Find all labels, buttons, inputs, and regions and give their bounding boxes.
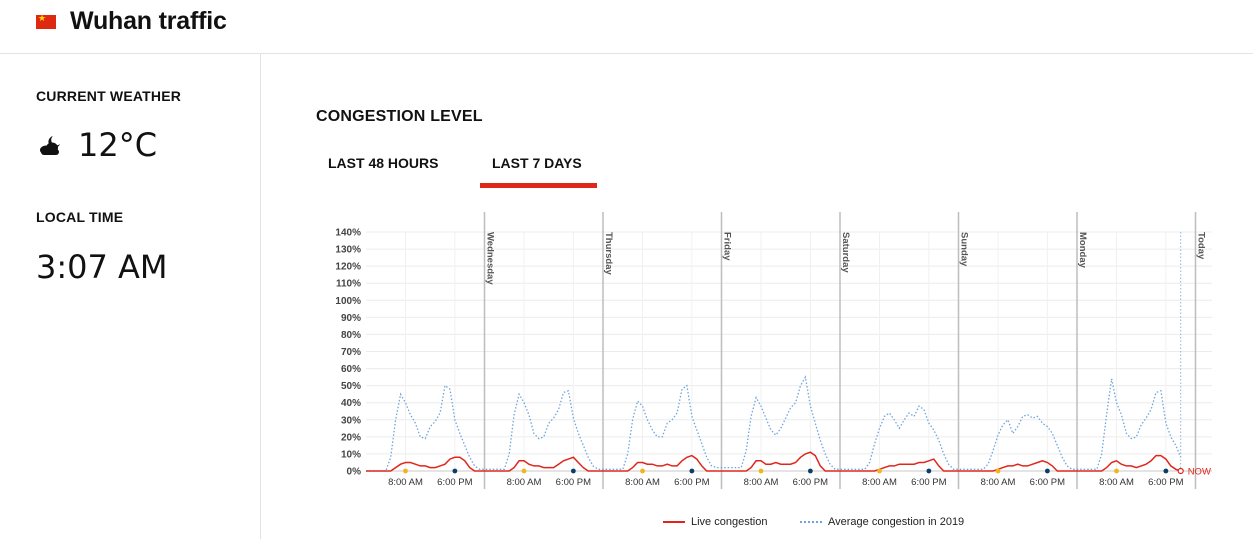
time-marker-dot xyxy=(995,468,1001,474)
legend-average-label: Average congestion in 2019 xyxy=(828,516,965,528)
y-tick-label: 70% xyxy=(341,347,361,358)
y-tick-label: 100% xyxy=(335,296,361,307)
legend-live: Live congestion xyxy=(663,516,767,528)
legend-live-label: Live congestion xyxy=(691,516,768,528)
temperature-value: 12°C xyxy=(78,126,158,164)
legend-average-swatch xyxy=(800,521,822,523)
day-label: Wednesday xyxy=(485,232,496,285)
tab-last-7-days[interactable]: LAST 7 DAYS xyxy=(492,155,582,171)
time-marker-dot xyxy=(926,468,932,474)
x-tick-label: 8:00 AM xyxy=(625,477,660,488)
now-label: NOW xyxy=(1188,467,1211,478)
local-time-label: LOCAL TIME xyxy=(36,209,124,225)
page-header: ★ Wuhan traffic xyxy=(0,0,1253,54)
current-weather-label: CURRENT WEATHER xyxy=(36,88,182,104)
y-tick-label: 0% xyxy=(347,467,362,478)
x-tick-label: 6:00 PM xyxy=(437,477,472,488)
y-tick-label: 20% xyxy=(341,432,361,443)
congestion-level-title: CONGESTION LEVEL xyxy=(316,108,483,125)
live-congestion-line xyxy=(366,451,1181,472)
time-marker-dot xyxy=(570,468,576,474)
y-tick-label: 80% xyxy=(341,330,361,341)
weather-row: 12°C xyxy=(38,126,157,164)
active-tab-indicator xyxy=(480,183,597,188)
local-time-value: 3:07 AM xyxy=(36,248,168,286)
y-tick-label: 50% xyxy=(341,381,361,392)
day-label: Monday xyxy=(1077,232,1088,269)
sidebar xyxy=(0,54,261,539)
day-label: Sunday xyxy=(959,232,970,267)
time-marker-dot xyxy=(689,468,695,474)
time-marker-dot xyxy=(807,468,813,474)
tab-last-48-hours[interactable]: LAST 48 HOURS xyxy=(328,155,439,171)
x-tick-label: 6:00 PM xyxy=(674,477,709,488)
x-tick-label: 8:00 AM xyxy=(862,477,897,488)
x-tick-label: 8:00 AM xyxy=(1099,477,1134,488)
y-tick-label: 40% xyxy=(341,398,361,409)
y-tick-label: 110% xyxy=(336,279,361,290)
x-tick-label: 6:00 PM xyxy=(1148,477,1183,488)
time-marker-dot xyxy=(521,468,527,474)
day-label: Friday xyxy=(722,232,733,261)
y-tick-label: 130% xyxy=(335,245,361,256)
legend-average: Average congestion in 2019 xyxy=(800,516,964,528)
y-tick-label: 140% xyxy=(335,228,361,239)
x-tick-label: 8:00 AM xyxy=(744,477,779,488)
x-tick-label: 8:00 AM xyxy=(981,477,1016,488)
x-tick-label: 6:00 PM xyxy=(793,477,828,488)
y-tick-label: 10% xyxy=(341,449,361,460)
now-dot xyxy=(1177,467,1184,475)
x-tick-label: 6:00 PM xyxy=(1030,477,1065,488)
x-tick-label: 8:00 AM xyxy=(507,477,542,488)
y-tick-label: 60% xyxy=(341,364,361,375)
day-label: Today xyxy=(1196,232,1207,260)
day-label: Thursday xyxy=(603,232,614,275)
time-marker-dot xyxy=(1114,468,1119,474)
china-flag-icon: ★ xyxy=(36,14,56,29)
page-title: Wuhan traffic xyxy=(70,7,227,35)
y-tick-label: 30% xyxy=(341,415,361,426)
time-marker-dot xyxy=(758,468,764,474)
time-marker-dot xyxy=(877,468,882,474)
day-label: Saturday xyxy=(840,232,851,273)
x-tick-label: 6:00 PM xyxy=(911,477,946,488)
time-marker-dot xyxy=(1044,468,1050,474)
time-marker-dot xyxy=(1163,468,1169,474)
cloud-moon-icon xyxy=(40,136,60,155)
legend-live-swatch xyxy=(663,521,685,523)
average-congestion-line xyxy=(366,375,1182,472)
y-tick-label: 90% xyxy=(341,313,361,324)
time-marker-dot xyxy=(403,468,408,474)
x-tick-label: 8:00 AM xyxy=(388,477,423,488)
time-marker-dot xyxy=(640,468,645,474)
time-marker-dot xyxy=(452,468,458,474)
y-tick-label: 120% xyxy=(335,262,361,273)
x-tick-label: 6:00 PM xyxy=(556,477,591,488)
